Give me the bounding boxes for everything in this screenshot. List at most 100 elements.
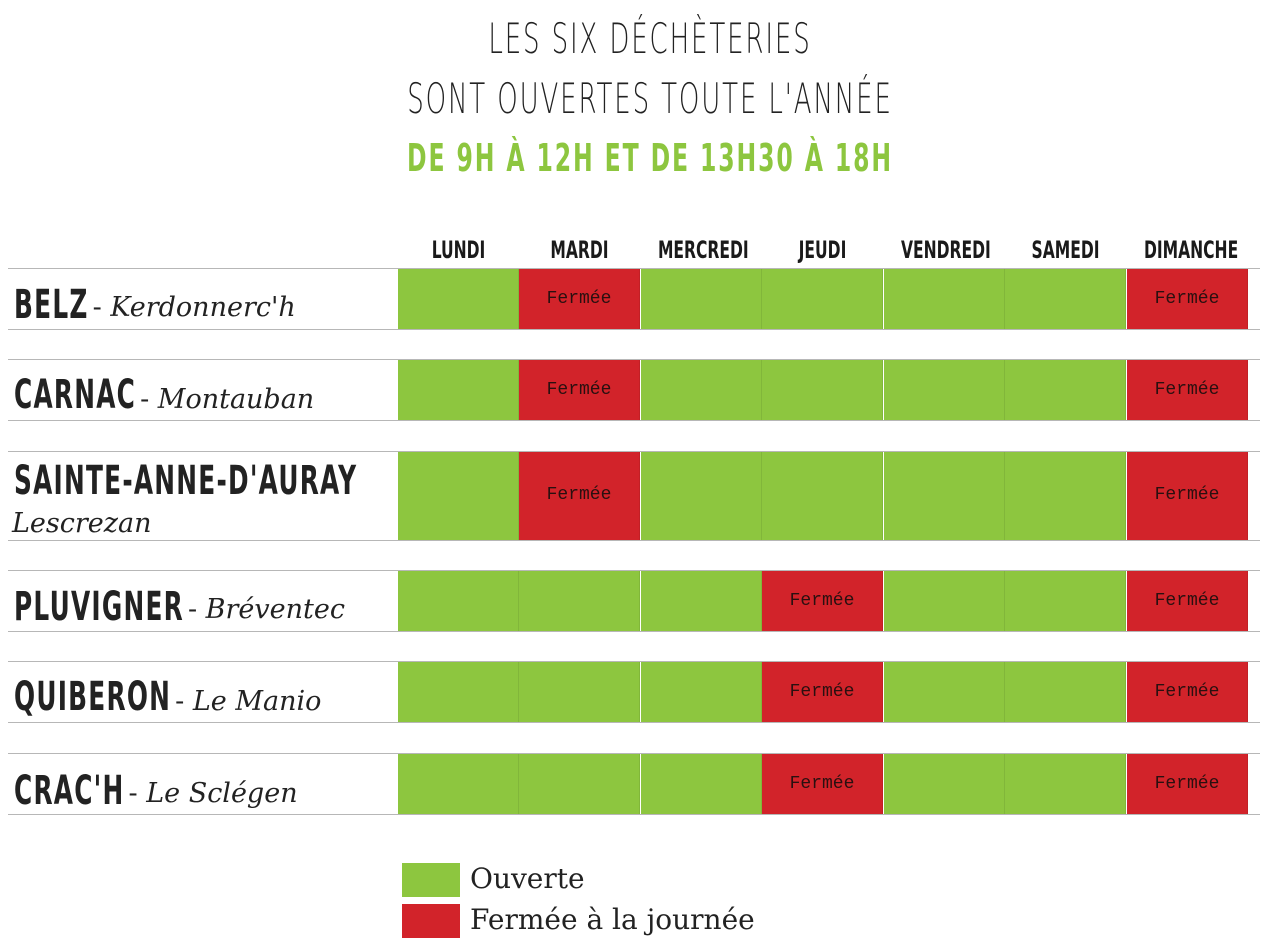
row-top-divider <box>8 359 1260 360</box>
name-location-separator: - <box>140 384 158 415</box>
legend-closed-label: Fermée à la journée <box>470 903 755 936</box>
site-name: PLUVIGNER <box>14 584 184 630</box>
location-text: Bréventec <box>205 594 345 625</box>
closed-label: Fermée <box>546 289 612 309</box>
site-name: CRAC'H <box>14 768 125 814</box>
site-name: SAINTE-ANNE-D'AURAY <box>14 458 358 504</box>
schedule-cell-lundi <box>398 269 519 329</box>
row-bottom-divider <box>8 722 1260 723</box>
schedule-cell-dimanche: Fermée <box>1127 662 1248 722</box>
schedule-cell-dimanche: Fermée <box>1127 452 1248 540</box>
day-header-lundi: LUNDI <box>431 236 486 264</box>
location-text: Le Manio <box>192 686 322 717</box>
schedule-cell-samedi <box>1005 452 1126 540</box>
schedule-cell-mardi: Fermée <box>519 360 640 420</box>
row-top-divider <box>8 661 1260 662</box>
title-line-1: LES SIX DÉCHÈTERIES <box>488 14 812 63</box>
schedule-cell-mercredi <box>641 360 762 420</box>
schedule-cell-samedi <box>1005 662 1126 722</box>
schedule-cell-samedi <box>1005 269 1126 329</box>
schedule-cell-mardi <box>519 662 640 722</box>
day-header-mardi: MARDI <box>550 236 609 264</box>
name-location-separator: - <box>187 594 206 625</box>
name-location-separator: - <box>92 292 111 323</box>
closed-label: Fermée <box>1154 485 1220 505</box>
schedule-cell-mercredi <box>641 269 762 329</box>
closed-label: Fermée <box>789 774 855 794</box>
site-location: Lescrezan <box>12 508 151 539</box>
schedule-cell-vendredi <box>884 662 1005 722</box>
schedule-cell-mercredi <box>641 754 762 814</box>
schedule-cell-lundi <box>398 360 519 420</box>
site-location: - Le Sclégen <box>128 778 297 809</box>
location-text: Montauban <box>157 384 315 415</box>
day-header-samedi: SAMEDI <box>1031 236 1100 264</box>
schedule-cell-lundi <box>398 452 519 540</box>
legend-open-swatch <box>402 863 460 897</box>
closed-label: Fermée <box>1154 774 1220 794</box>
row-bottom-divider <box>8 420 1260 421</box>
schedule-cell-mardi <box>519 571 640 631</box>
name-location-separator: - <box>175 686 193 717</box>
schedule-cell-lundi <box>398 754 519 814</box>
schedule-cell-dimanche: Fermée <box>1127 360 1248 420</box>
day-header-vendredi: VENDREDI <box>900 236 991 264</box>
closed-label: Fermée <box>546 380 612 400</box>
location-text: Kerdonnerc'h <box>110 292 296 323</box>
schedule-cell-samedi <box>1005 571 1126 631</box>
schedule-cell-dimanche: Fermée <box>1127 269 1248 329</box>
site-location: - Kerdonnerc'h <box>93 292 296 323</box>
schedule-cell-mardi <box>519 754 640 814</box>
schedule-cell-vendredi <box>884 360 1005 420</box>
schedule-cell-mercredi <box>641 662 762 722</box>
schedule-cell-jeudi: Fermée <box>762 571 883 631</box>
day-header-jeudi: JEUDI <box>798 236 847 264</box>
schedule-cell-jeudi <box>762 452 883 540</box>
row-top-divider <box>8 451 1260 452</box>
closed-label: Fermée <box>1154 682 1220 702</box>
row-bottom-divider <box>8 814 1260 815</box>
closed-label: Fermée <box>789 591 855 611</box>
row-top-divider <box>8 753 1260 754</box>
row-top-divider <box>8 570 1260 571</box>
legend-open-label: Ouverte <box>470 862 585 895</box>
site-location: - Montauban <box>140 384 314 415</box>
schedule-cell-samedi <box>1005 754 1126 814</box>
opening-hours: DE 9H À 12H ET DE 13H30 À 18H <box>407 136 893 180</box>
schedule-cell-lundi <box>398 571 519 631</box>
schedule-cell-vendredi <box>884 452 1005 540</box>
schedule-cell-jeudi <box>762 360 883 420</box>
schedule-cell-mardi: Fermée <box>519 269 640 329</box>
site-name: QUIBERON <box>14 674 172 720</box>
schedule-cell-mardi: Fermée <box>519 452 640 540</box>
schedule-cell-mercredi <box>641 571 762 631</box>
name-location-separator: - <box>128 778 147 809</box>
closed-label: Fermée <box>789 682 855 702</box>
schedule-cell-jeudi: Fermée <box>762 662 883 722</box>
site-location: - Bréventec <box>188 594 345 625</box>
closed-label: Fermée <box>1154 289 1220 309</box>
schedule-cell-lundi <box>398 662 519 722</box>
row-bottom-divider <box>8 329 1260 330</box>
site-name: BELZ <box>14 282 89 328</box>
legend-closed-swatch <box>402 904 460 938</box>
closed-label: Fermée <box>546 485 612 505</box>
day-header-dimanche: DIMANCHE <box>1143 236 1239 264</box>
schedule-cell-jeudi <box>762 269 883 329</box>
schedule-cell-vendredi <box>884 269 1005 329</box>
schedule-cell-dimanche: Fermée <box>1127 571 1248 631</box>
location-text: Le Sclégen <box>146 778 298 809</box>
title-line-2: SONT OUVERTES TOUTE L'ANNÉE <box>407 74 893 123</box>
site-location: - Le Manio <box>175 686 321 717</box>
schedule-cell-vendredi <box>884 571 1005 631</box>
schedule-cell-vendredi <box>884 754 1005 814</box>
row-top-divider <box>8 268 1260 269</box>
schedule-cell-samedi <box>1005 360 1126 420</box>
day-header-mercredi: MERCREDI <box>657 236 749 264</box>
row-bottom-divider <box>8 540 1260 541</box>
location-text: Lescrezan <box>12 508 152 539</box>
schedule-cell-dimanche: Fermée <box>1127 754 1248 814</box>
schedule-cell-mercredi <box>641 452 762 540</box>
closed-label: Fermée <box>1154 380 1220 400</box>
closed-label: Fermée <box>1154 591 1220 611</box>
